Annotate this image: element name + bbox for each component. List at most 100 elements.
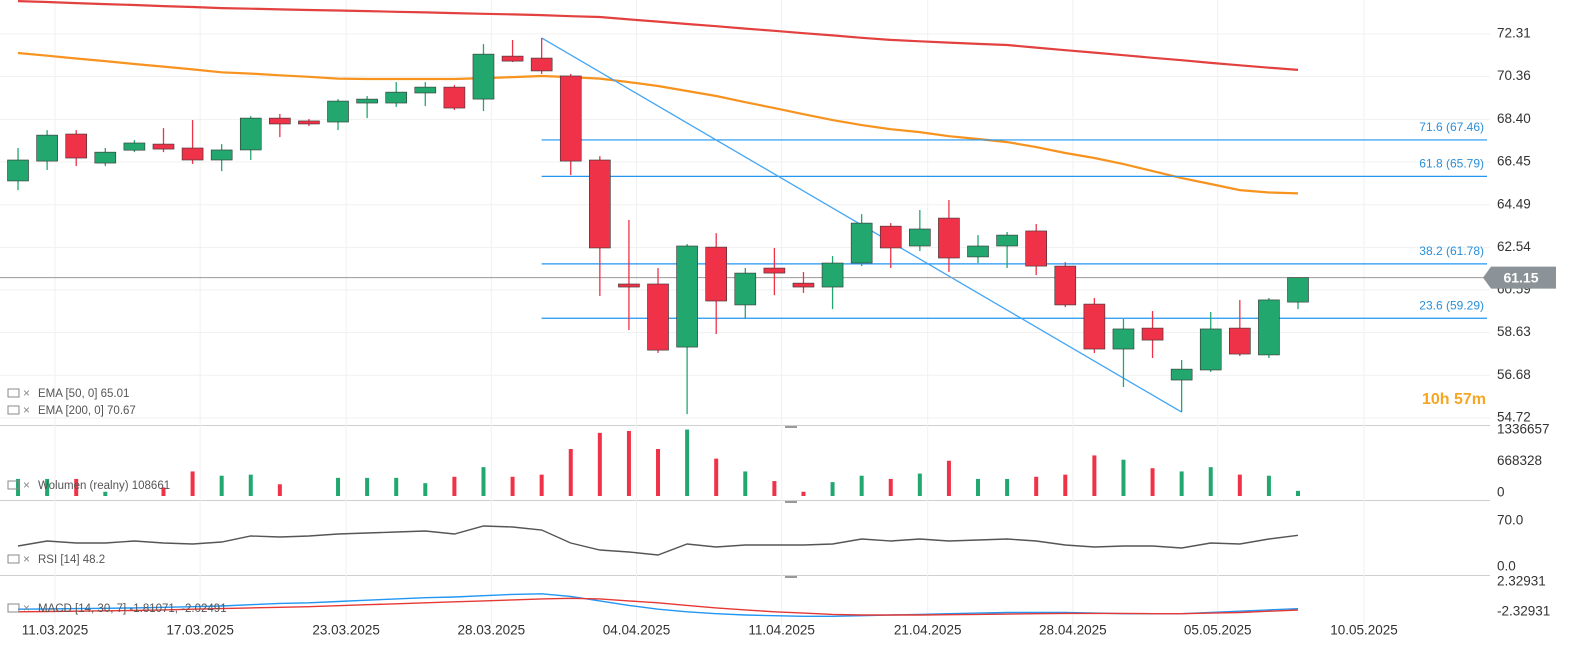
legend-menu-icon[interactable] (7, 388, 20, 398)
volume-bar (1092, 455, 1097, 496)
volume-bar (219, 475, 224, 496)
candle-body (850, 222, 873, 264)
x-tick-label: 10.05.2025 (1330, 623, 1398, 638)
volume-bar (74, 478, 79, 496)
candle-body (152, 143, 175, 150)
ema-line (17, 51, 1299, 195)
candle-body (589, 159, 611, 249)
candle-body (1083, 303, 1106, 350)
candle-body (763, 267, 786, 274)
legend-menu-icon[interactable] (7, 603, 20, 613)
volume-bar (597, 432, 602, 496)
volume-bar (714, 458, 719, 496)
volume-bar (190, 471, 195, 496)
macd-tick-label: 2.32931 (1497, 574, 1546, 589)
y-tick-label: 72.31 (1497, 26, 1531, 41)
volume-bar (917, 473, 922, 496)
x-tick-label: 28.04.2025 (1039, 623, 1107, 638)
legend-label: Wolumen (realny) 108661 (38, 480, 170, 492)
candle-body (618, 283, 640, 288)
x-tick-label: 28.03.2025 (458, 623, 526, 638)
volume-bar (1208, 467, 1213, 496)
price-badge-label: 61.15 (1503, 269, 1538, 285)
volume-tick-label: 668328 (1497, 453, 1542, 468)
volume-bar (888, 478, 893, 496)
volume-tick-label: 0 (1497, 485, 1505, 500)
x-tick-label: 04.04.2025 (603, 623, 671, 638)
rsi-line (17, 525, 1299, 556)
y-tick-label: 54.72 (1497, 410, 1531, 425)
x-tick-label: 11.04.2025 (748, 623, 815, 638)
legend-close-icon[interactable]: × (23, 552, 30, 566)
rsi-tick-label: 70.0 (1497, 513, 1523, 528)
candle-body (1141, 327, 1164, 341)
volume-bar (248, 474, 253, 496)
volume-bar (656, 449, 661, 496)
candle-body (559, 75, 582, 162)
candle-body (239, 117, 262, 151)
y-tick-label: 66.45 (1497, 154, 1531, 169)
candle-body (1258, 299, 1280, 356)
candle-body (298, 120, 320, 125)
candle-body (501, 55, 524, 62)
volume-bar (772, 481, 777, 496)
volume-bar (1005, 478, 1010, 496)
legend-label: MACD [14, 30, 7] -1.81071, -2.02491 (38, 603, 227, 615)
fib-label: 71.6 (67.46) (1419, 120, 1484, 134)
candle-body (530, 57, 553, 72)
volume-bar (1063, 474, 1068, 496)
volume-bar (45, 478, 50, 496)
candle-body (327, 100, 349, 123)
candle-body (879, 225, 902, 249)
legend-close-icon[interactable]: × (23, 478, 30, 492)
legend-label: RSI [14] 48.2 (38, 554, 105, 566)
x-tick-label: 21.04.2025 (894, 623, 962, 638)
legend-close-icon[interactable]: × (23, 601, 30, 615)
legend-menu-icon[interactable] (7, 405, 20, 415)
candle-body (65, 133, 88, 159)
legend-menu-icon[interactable] (7, 554, 20, 564)
candle-body (414, 86, 437, 94)
legend-close-icon[interactable]: × (23, 403, 30, 417)
volume-bar (859, 475, 864, 496)
macd-tick-label: -2.32931 (1497, 604, 1550, 619)
y-tick-label: 58.63 (1497, 324, 1531, 339)
candle-body (1199, 328, 1222, 371)
macd-line (17, 597, 1299, 616)
volume-bar (423, 483, 428, 496)
y-tick-label: 64.49 (1497, 196, 1531, 211)
volume-bar (539, 474, 544, 496)
volume-bar (1296, 490, 1301, 496)
legend-label: EMA [50, 0] 65.01 (38, 388, 129, 400)
legend-menu-icon[interactable] (7, 480, 20, 490)
countdown-timer: 10h 57m (1422, 391, 1486, 408)
fib-label: 38.2 (61.78) (1419, 244, 1484, 258)
candle-body (938, 217, 960, 259)
candle-body (210, 149, 233, 161)
volume-bar (1179, 471, 1184, 496)
candle-body (385, 91, 408, 104)
x-tick-label: 05.05.2025 (1184, 623, 1252, 638)
candle-body (676, 245, 698, 348)
candle-body (647, 283, 669, 351)
candle-body (181, 147, 204, 161)
fib-label: 23.6 (59.29) (1419, 298, 1484, 312)
candle-body (705, 246, 728, 302)
candle-body (472, 53, 495, 100)
volume-bar (1266, 475, 1271, 496)
price-badge (1483, 266, 1556, 289)
legend-close-icon[interactable]: × (23, 386, 30, 400)
volume-bar (510, 476, 515, 496)
candle-body (1112, 328, 1135, 350)
volume-bar (830, 482, 835, 496)
volume-bar (1237, 474, 1242, 496)
volume-bar (16, 478, 21, 496)
volume-bar (946, 460, 951, 496)
volume-bar (481, 467, 486, 496)
candle-body (1025, 230, 1047, 267)
candle-body (821, 262, 844, 288)
candle-body (269, 117, 291, 125)
volume-bar (336, 477, 341, 496)
fib-label: 61.8 (65.79) (1419, 157, 1484, 171)
